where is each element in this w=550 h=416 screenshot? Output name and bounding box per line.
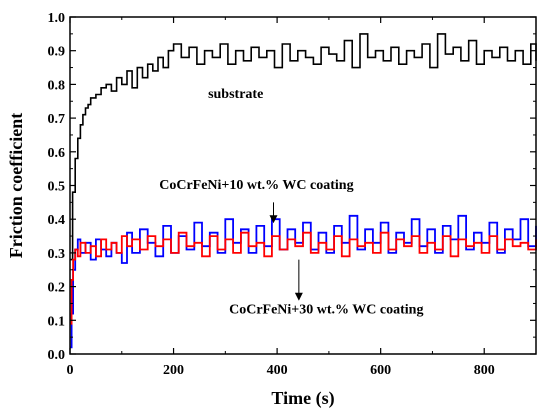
annotation-cocrfeni-10-wt-wc-coating: CoCrFeNi+10 wt.% WC coating <box>159 178 353 193</box>
y-tick-label: 0.7 <box>48 112 66 127</box>
y-tick-label: 0.0 <box>48 348 66 363</box>
annotation-cocrfeni-30-wt-wc-coating: CoCrFeNi+30 wt.% WC coating <box>229 303 423 318</box>
series-line-cocrfeni-30-wt-wc-coating <box>70 231 537 325</box>
series-layer <box>70 33 537 349</box>
x-tick-label: 800 <box>474 363 495 378</box>
y-tick-label: 0.5 <box>48 180 66 195</box>
tick-layer: 0 200 400 600 800 0.0 0.1 0.2 0.3 0.4 0.5 0.6 0.7 0.8… <box>48 11 536 378</box>
y-tick-label: 0.9 <box>48 45 66 60</box>
annotation-substrate: substrate <box>208 87 263 102</box>
x-tick-label: 600 <box>370 363 391 378</box>
y-tick-label: 1.0 <box>48 11 66 26</box>
series-line-substrate <box>70 33 537 261</box>
y-tick-label: 0.6 <box>48 146 66 161</box>
y-axis-title: Friction coefficient <box>6 113 26 258</box>
y-tick-label: 0.1 <box>48 314 66 329</box>
y-tick-label: 0.8 <box>48 78 66 93</box>
x-tick-label: 0 <box>67 363 74 378</box>
annotation-layer: substrate CoCrFeNi+10 wt.% WC coating CoCr… <box>159 87 423 318</box>
x-tick-label: 200 <box>163 363 184 378</box>
x-axis-title: Time (s) <box>271 388 334 409</box>
y-tick-label: 0.3 <box>48 247 66 262</box>
y-tick-label: 0.4 <box>48 213 66 228</box>
y-tick-label: 0.2 <box>48 281 66 296</box>
x-tick-label: 400 <box>267 363 288 378</box>
